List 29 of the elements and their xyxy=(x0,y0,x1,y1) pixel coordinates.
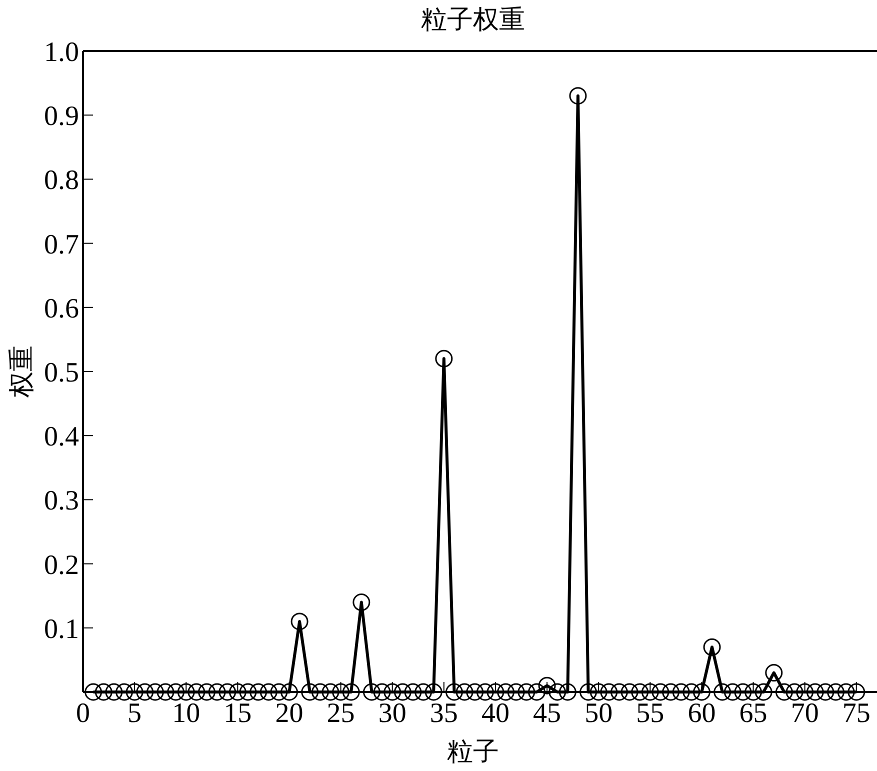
x-tick-label: 40 xyxy=(481,698,510,729)
x-tick-label: 65 xyxy=(739,698,768,729)
y-tick-label: 1.0 xyxy=(44,37,79,68)
y-tick-label: 0.9 xyxy=(44,101,79,132)
x-tick-label: 20 xyxy=(275,698,304,729)
x-tick-label: 0 xyxy=(76,698,90,729)
x-tick-label: 75 xyxy=(842,698,870,729)
y-tick-label: 0.4 xyxy=(44,422,79,453)
y-tick-label: 0.3 xyxy=(44,486,79,517)
y-tick-label: 0.7 xyxy=(44,229,79,260)
y-axis-title: 权重 xyxy=(7,346,36,398)
x-axis-title: 粒子 xyxy=(447,737,499,766)
chart-title: 粒子权重 xyxy=(421,5,525,34)
y-tick-label: 0.6 xyxy=(44,293,79,324)
x-tick-label: 5 xyxy=(128,698,142,729)
x-tick-label: 55 xyxy=(636,698,664,729)
x-tick-label: 50 xyxy=(584,698,613,729)
x-tick-label: 30 xyxy=(378,698,406,729)
x-tick-label: 60 xyxy=(688,698,716,729)
x-tick-label: 25 xyxy=(326,698,355,729)
y-tick-label: 0.8 xyxy=(44,165,79,196)
x-tick-label: 15 xyxy=(224,698,252,729)
y-tick-label: 0.5 xyxy=(44,358,79,388)
x-tick-label: 70 xyxy=(790,698,819,729)
x-tick-label: 35 xyxy=(430,698,458,729)
y-tick-label: 0.2 xyxy=(44,550,79,581)
x-tick-label: 45 xyxy=(533,698,562,729)
x-tick-label: 10 xyxy=(172,698,200,729)
y-tick-label: 0.1 xyxy=(44,614,79,645)
